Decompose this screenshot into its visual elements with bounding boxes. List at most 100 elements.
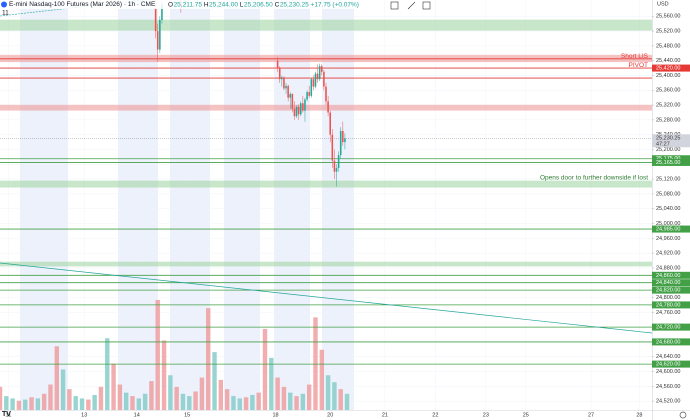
volume-bar (60, 369, 66, 410)
volume-bar (262, 328, 268, 410)
volume-bar (275, 377, 280, 410)
x-tick-label: 22 (432, 412, 438, 418)
y-tick-label: 25,560.00 (656, 14, 680, 20)
candle-body (291, 93, 294, 109)
y-tick-label: 24,880.00 (656, 265, 680, 271)
ohlc-value: 25,206.50 (244, 1, 273, 8)
interval[interactable]: 11 (2, 10, 9, 17)
volume-bar (41, 393, 47, 410)
volume-bar (187, 396, 192, 410)
volume-bar (218, 379, 224, 410)
candle-body (285, 85, 287, 89)
volume-bar (332, 382, 337, 410)
tool-icon[interactable] (390, 1, 399, 10)
settings-icon[interactable] (679, 411, 687, 419)
candle-body (281, 77, 283, 80)
volume-bar (161, 340, 167, 410)
y-tick-label: 24,560.00 (656, 384, 680, 390)
x-tick-label: 28 (636, 412, 642, 418)
candle-body (287, 85, 289, 98)
price-axis: 24,520.00 24,560.00 24,600.00 24,640.00 24,6… (652, 14, 690, 405)
volume-bar (281, 386, 287, 410)
plot-area (0, 0, 652, 410)
level-tag-label: 24,985.00 (656, 227, 680, 233)
volume-bar (0, 386, 3, 410)
ohlc-key: H (204, 1, 209, 8)
volume-bar (313, 317, 318, 410)
volume-bar (10, 398, 15, 410)
level-tag-label: 24,680.00 (656, 339, 680, 345)
volume-bar (155, 300, 160, 410)
x-tick-label: 23 (483, 412, 489, 418)
candle-body (333, 160, 336, 172)
volume-bar (294, 396, 299, 410)
trend-lines (0, 0, 653, 334)
level-tag (652, 271, 690, 279)
y-tick-label: 25,280.00 (656, 117, 680, 123)
volume-bar (130, 396, 135, 410)
annotation: Opens door to further downside if lost (540, 174, 648, 181)
annotation: PIVOT (628, 62, 648, 69)
symbol-icon (1, 1, 7, 8)
y-tick-label: 25,520.00 (656, 29, 680, 35)
volume-bar (224, 389, 230, 410)
volume-bar (123, 392, 129, 410)
volume-bar (23, 399, 28, 410)
y-tick-label: 25,080.00 (656, 191, 680, 197)
y-tick-label: 25,360.00 (656, 88, 680, 94)
level-tag-label: 24,620.00 (656, 362, 680, 368)
volume-bar (117, 384, 123, 410)
ohlc-value: 25,244.00 (209, 1, 238, 8)
level-tag (652, 301, 690, 309)
volume-bar (288, 392, 293, 410)
candle-body (314, 73, 317, 87)
y-tick-label: 25,000.00 (656, 221, 680, 227)
tool-icon[interactable] (422, 1, 431, 10)
annotation: Short LIS (621, 53, 649, 60)
candle-body (154, 8, 157, 32)
candle-body (299, 103, 302, 115)
volume-bar (67, 389, 72, 410)
level-tag (652, 360, 690, 368)
candle-body (295, 106, 298, 117)
level-tag-label: 25,420.00 (656, 66, 680, 72)
last-price-tag (652, 134, 690, 148)
level-tag-label: 25,165.00 (656, 160, 680, 166)
candle-body (156, 31, 159, 50)
candle-body (302, 103, 304, 111)
candle-body (325, 86, 327, 102)
volume-bar (269, 357, 274, 410)
volume-bar (306, 384, 312, 410)
candle-body (159, 19, 161, 50)
tool-icon[interactable] (407, 1, 416, 10)
x-tick-label: 11 (6, 412, 12, 418)
y-tick-label: 25,440.00 (656, 58, 680, 64)
candle-body (278, 68, 281, 80)
y-tick-label: 25,400.00 (656, 73, 680, 79)
level-tag-label: 24,780.00 (656, 302, 680, 308)
candle-body (337, 155, 340, 168)
candle-body (161, 5, 163, 20)
y-tick-label: 24,800.00 (656, 295, 680, 301)
candle-body (329, 112, 331, 135)
volume-bar (142, 393, 148, 410)
volume-bar (73, 396, 78, 410)
x-tick-label: 14 (134, 412, 140, 418)
volume-bar (48, 384, 53, 410)
volume-bar (29, 397, 34, 410)
symbol-title[interactable]: E-mini Nasdaq-100 Futures (Mar 2026) · 1… (9, 1, 156, 8)
candle-body (312, 79, 315, 87)
zone (0, 180, 652, 188)
countdown: 47:27 (656, 141, 670, 147)
volume-bar (149, 381, 154, 410)
x-tick-label: 20 (327, 412, 333, 418)
volume-bar (180, 393, 186, 410)
zone (0, 261, 652, 267)
candle-body (323, 71, 325, 87)
x-tick-label: 25 (523, 412, 529, 418)
candle-body (297, 106, 300, 115)
header[interactable]: E-mini Nasdaq-100 Futures (Mar 2026) · 1… (0, 0, 359, 17)
ohlc-value: 25,230.25 (280, 1, 309, 8)
drawing-toolbar[interactable] (390, 1, 431, 10)
candle-body (327, 101, 329, 113)
